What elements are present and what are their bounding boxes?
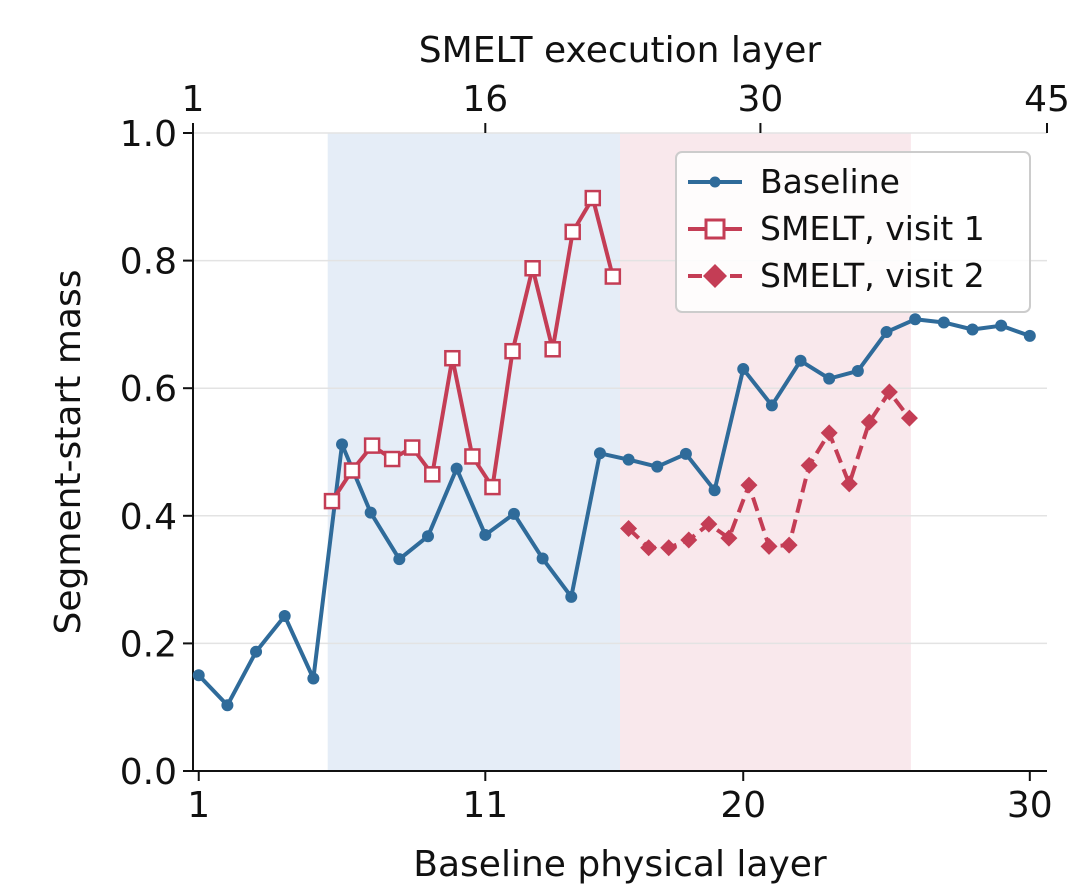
data-point-smelt-visit-2: [840, 475, 858, 493]
data-point-baseline: [536, 552, 549, 565]
data-point-baseline: [851, 364, 864, 377]
data-point-smelt-visit-1: [604, 268, 622, 285]
legend-label-baseline: Baseline: [760, 162, 900, 201]
data-point-smelt-visit-2: [860, 413, 878, 431]
y-tick-label: 0.0: [120, 752, 177, 793]
data-point-smelt-visit-2: [780, 536, 798, 554]
data-point-smelt-visit-1: [403, 439, 421, 456]
data-point-baseline: [966, 323, 979, 336]
data-point-smelt-visit-1: [343, 462, 361, 479]
data-point-smelt-visit-2: [800, 456, 818, 474]
x-tick-label: 20: [720, 785, 766, 826]
data-point-baseline: [679, 447, 692, 460]
x2-axis-title: SMELT execution layer: [419, 30, 822, 71]
x-tick-label: 11: [462, 785, 508, 826]
data-point-smelt-visit-1: [524, 260, 541, 277]
x2-tick-label: 45: [1024, 79, 1070, 120]
data-point-smelt-visit-2: [700, 515, 718, 533]
data-point-smelt-visit-1: [424, 466, 441, 483]
data-point-baseline: [593, 447, 606, 460]
data-point-baseline: [880, 326, 893, 339]
data-point-smelt-visit-2: [880, 383, 898, 401]
data-point-baseline: [307, 672, 320, 685]
legend-frame: [675, 151, 1031, 313]
data-point-baseline: [450, 462, 463, 475]
data-point-smelt-visit-1: [584, 189, 602, 207]
data-point-baseline: [278, 609, 291, 622]
data-point-smelt-visit-2: [900, 409, 918, 427]
x-axis-title: Baseline physical layer: [413, 844, 827, 885]
data-point-smelt-visit-1: [444, 349, 461, 367]
data-point-baseline: [479, 528, 492, 541]
data-point-baseline: [622, 453, 635, 466]
legend-item-smelt-visit-1: SMELT, visit 1: [688, 209, 985, 248]
data-point-smelt-visit-2: [820, 424, 838, 442]
data-point-baseline: [250, 645, 263, 658]
data-point-smelt-visit-1: [544, 341, 561, 358]
series-smelt-visit-2: [620, 383, 918, 557]
legend-label-smelt-visit-1: SMELT, visit 1: [760, 209, 985, 248]
x2-tick-label: 1: [182, 79, 205, 120]
data-point-baseline: [421, 530, 434, 543]
data-point-baseline: [221, 699, 234, 712]
axes: 0.00.20.40.60.81.01 11 20 301 16 30 45: [120, 79, 1070, 826]
data-point-baseline: [336, 438, 349, 451]
x2-tick-label: 16: [462, 79, 508, 120]
x2-tick-label: 30: [738, 79, 784, 120]
data-point-smelt-visit-1: [484, 478, 501, 496]
data-point-baseline: [364, 506, 377, 519]
series-layer: [192, 189, 1036, 712]
y-axis-title: Segment-start mass: [48, 270, 89, 635]
data-point-baseline: [565, 590, 578, 603]
data-point-smelt-visit-1: [383, 450, 401, 468]
data-point-baseline: [823, 372, 836, 385]
data-point-smelt-visit-1: [564, 223, 581, 241]
series-smelt-visit-1: [323, 189, 622, 510]
data-point-baseline: [737, 363, 750, 376]
data-point-smelt-visit-1: [363, 437, 381, 454]
y-tick-label: 0.4: [120, 497, 177, 538]
series-baseline: [192, 313, 1036, 712]
data-point-smelt-visit-2: [640, 539, 658, 557]
y-tick-label: 1.0: [120, 114, 177, 155]
data-point-baseline: [192, 669, 205, 682]
legend: Baseline SMELT, visit 1 SMELT, visit 2: [675, 151, 1031, 313]
x-tick-label: 1: [187, 785, 210, 826]
data-point-baseline: [708, 484, 721, 497]
data-point-baseline: [794, 354, 807, 367]
data-point-baseline: [909, 313, 922, 326]
data-point-smelt-visit-2: [720, 529, 738, 547]
x-tick-label: 30: [1007, 785, 1053, 826]
data-point-baseline: [507, 507, 520, 520]
data-point-smelt-visit-2: [680, 531, 698, 549]
data-point-smelt-visit-1: [504, 342, 521, 360]
y-tick-label: 0.8: [120, 242, 177, 283]
data-point-smelt-visit-1: [464, 448, 481, 465]
y-tick-label: 0.2: [120, 624, 177, 665]
data-point-smelt-visit-2: [620, 520, 638, 538]
data-point-smelt-visit-2: [660, 539, 678, 557]
legend-label-smelt-visit-2: SMELT, visit 2: [760, 256, 985, 295]
data-point-baseline: [995, 319, 1008, 332]
data-point-baseline: [651, 460, 664, 473]
y-tick-label: 0.6: [120, 369, 177, 410]
legend-item-smelt-visit-2: SMELT, visit 2: [688, 256, 985, 295]
data-point-smelt-visit-1: [323, 492, 341, 510]
legend-item-baseline: Baseline: [688, 162, 900, 201]
data-point-smelt-visit-2: [740, 476, 758, 494]
data-point-baseline: [937, 316, 950, 329]
data-point-baseline: [1023, 329, 1036, 342]
data-point-baseline: [393, 553, 406, 566]
data-point-baseline: [765, 399, 778, 412]
data-point-smelt-visit-2: [760, 537, 778, 555]
